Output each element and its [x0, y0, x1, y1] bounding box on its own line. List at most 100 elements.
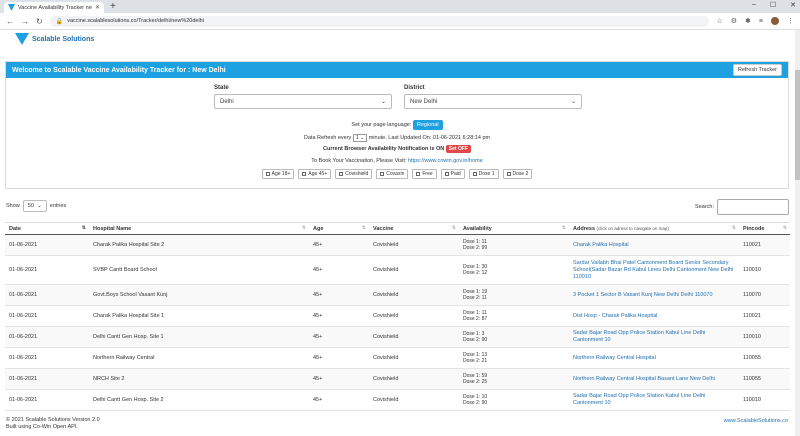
cell-address-link[interactable]: Northern Railway Central Hospital: [569, 347, 739, 369]
page-footer: © 2021 Scalable Solutions Version 2.0 Bu…: [0, 416, 800, 436]
state-select[interactable]: Delhi ⌄: [214, 94, 392, 109]
site-favicon-icon: [8, 4, 15, 11]
cell-address-link[interactable]: Sardar Vallabh Bhai Patel Cantonment Boa…: [569, 255, 739, 285]
header-address[interactable]: Address (click on adress to navigate on …: [569, 222, 739, 235]
panel-title: Welcome to Scalable Vaccine Availability…: [12, 66, 226, 74]
bookmark-star-icon[interactable]: ☆: [716, 18, 723, 25]
set-off-button[interactable]: Set OFF: [445, 145, 471, 153]
window-controls: – ☐ ✕: [752, 1, 796, 9]
menu-list-icon[interactable]: ≡: [758, 17, 763, 25]
cell-address-link[interactable]: Charak Palika Hospital: [569, 234, 739, 256]
cell-availability: Dose 1: 10 Dose 2: 90: [459, 389, 569, 411]
minimize-icon[interactable]: –: [751, 1, 756, 8]
header-hospital[interactable]: Hospital Name ⇅: [89, 222, 309, 235]
page-length-select[interactable]: 50 ⌄: [22, 200, 47, 212]
page-length-control: Show 50 ⌄ entries: [6, 200, 66, 212]
booking-label: To Book Your Vaccination, Please Visit:: [311, 158, 407, 164]
district-select[interactable]: New Delhi ⌄: [404, 94, 582, 109]
chevron-down-icon: ⌄: [380, 99, 386, 105]
booking-row: To Book Your Vaccination, Please Visit: …: [6, 158, 788, 164]
lock-icon[interactable]: 🔒: [55, 18, 64, 25]
cell-address-link[interactable]: 3 Pocket 1 Sector B Vasant Kunj New Delh…: [569, 284, 739, 306]
header-pincode[interactable]: Pincode ⇅: [739, 222, 790, 235]
profile-avatar[interactable]: [771, 17, 779, 25]
reload-icon[interactable]: ↻: [36, 16, 43, 26]
cell-pincode: 110055: [739, 347, 790, 369]
more-menu-icon[interactable]: ⋮: [787, 18, 794, 25]
url-input[interactable]: 🔒 vaccine.scalablesolutions.co/Tracker/d…: [49, 15, 710, 27]
cell-date: 01-06-2021: [5, 389, 89, 411]
sort-icon: ⇅: [451, 225, 456, 231]
dose2-count: Dose 2: 21: [463, 358, 488, 364]
cell-date: 01-06-2021: [5, 255, 89, 285]
filter-age18[interactable]: Age 18+: [261, 169, 295, 179]
back-icon[interactable]: ←: [6, 16, 14, 26]
cell-vaccine: Covishield: [369, 347, 459, 369]
site-logo[interactable]: Scalable Solutions: [15, 33, 94, 45]
dose1-count: Dose 1: 11: [463, 309, 487, 316]
forward-icon[interactable]: →: [21, 16, 29, 26]
maximize-icon[interactable]: ☐: [769, 2, 777, 9]
refresh-tracker-button[interactable]: Refresh Tracker: [732, 64, 782, 76]
refresh-interval-select[interactable]: 1 ⌄: [352, 134, 368, 142]
cell-date: 01-06-2021: [5, 368, 89, 390]
availability-table: Date ⇅ Hospital Name ⇅ Age ⇅ Vaccine ⇅ Avail…: [5, 222, 790, 411]
filter-free[interactable]: Free: [412, 169, 437, 179]
footer-site-link[interactable]: www.ScalableSolutions.co: [723, 418, 788, 424]
address-hint: (click on adress to navigate on map): [596, 225, 669, 231]
cell-availability: Dose 1: 19 Dose 2: 11: [459, 284, 569, 306]
header-vaccine[interactable]: Vaccine ⇅: [369, 222, 459, 235]
cell-age: 45+: [309, 284, 369, 306]
header-date[interactable]: Date ⇅: [5, 222, 89, 235]
filter-age45[interactable]: Age 45+: [298, 169, 332, 179]
cell-availability: Dose 1: 11 Dose 2: 87: [459, 305, 569, 327]
scrollbar-thumb[interactable]: [795, 70, 800, 180]
new-tab-icon[interactable]: +: [110, 1, 116, 12]
header-label: Availability: [463, 225, 492, 232]
regional-language-button[interactable]: Regional: [412, 120, 443, 130]
sort-icon: ⇅: [81, 225, 86, 231]
close-window-icon[interactable]: ✕: [790, 2, 796, 9]
puzzle-icon[interactable]: ✱: [745, 18, 751, 25]
checkbox-icon: [302, 172, 307, 176]
cell-pincode: 110021: [739, 305, 790, 327]
last-updated-text: minute. Last Updated On: 01-06-2021 6:28…: [368, 135, 491, 141]
cell-vaccine: Covishield: [369, 368, 459, 390]
table-row: 01-06-2021 NRCH Site 2 45+ Covishield Dose 1…: [5, 368, 790, 390]
cell-age: 45+: [309, 347, 369, 369]
cell-address-link[interactable]: Northern Railway Central Hospital Basant…: [569, 368, 739, 390]
tab-title: Vaccine Availability Tracker new: [18, 4, 92, 11]
header-age[interactable]: Age ⇅: [309, 222, 369, 235]
cell-age: 45+: [309, 389, 369, 411]
checkbox-icon: [416, 172, 421, 176]
cell-availability: Dose 1: 13 Dose 2: 21: [459, 347, 569, 369]
checkbox-icon: [472, 172, 477, 176]
dose1-count: Dose 1: 11: [463, 238, 487, 245]
search-input[interactable]: [717, 199, 789, 215]
filter-covishield[interactable]: Covishield: [335, 169, 373, 179]
header-availability[interactable]: Availability ⇅: [459, 222, 569, 235]
cell-address-link[interactable]: Sadar Bajar Road Opp Police Station Kabu…: [569, 326, 739, 348]
extension-icon[interactable]: ⚙: [730, 18, 738, 25]
district-value: New Delhi: [410, 98, 438, 105]
table-row: 01-06-2021 Delhi Cantt Gen Hosp. Site 1 45…: [5, 326, 790, 348]
cowin-link[interactable]: https://www.cowin.gov.in/home: [407, 158, 483, 164]
browser-tab[interactable]: Vaccine Availability Tracker new ✕: [4, 2, 104, 13]
state-field: State Delhi ⌄: [214, 85, 392, 109]
filter-paid[interactable]: Paid: [440, 169, 465, 179]
filter-dose2[interactable]: Dose 2: [502, 169, 533, 179]
close-tab-icon[interactable]: ✕: [94, 5, 100, 11]
cell-age: 45+: [309, 255, 369, 285]
cell-address-link[interactable]: Sadar Bajar Road Opp Police Station Kabu…: [569, 389, 739, 411]
cell-address-link[interactable]: Dist Hosp - Charak Palika Hospital: [569, 305, 739, 327]
page-scrollbar[interactable]: [795, 30, 800, 436]
filter-covaxin[interactable]: Covaxin: [376, 169, 409, 179]
filter-dose1[interactable]: Dose 1: [468, 169, 499, 179]
cell-hospital: Delhi Cantt Gen Hosp. Site 1: [89, 326, 309, 348]
district-label: District: [404, 85, 425, 91]
cell-vaccine: Covishield: [369, 284, 459, 306]
table-header-row: Date ⇅ Hospital Name ⇅ Age ⇅ Vaccine ⇅ Avail…: [5, 222, 790, 235]
url-text: vaccine.scalablesolutions.co/Tracker/del…: [67, 18, 204, 24]
refresh-interval-value: 1: [355, 135, 359, 141]
